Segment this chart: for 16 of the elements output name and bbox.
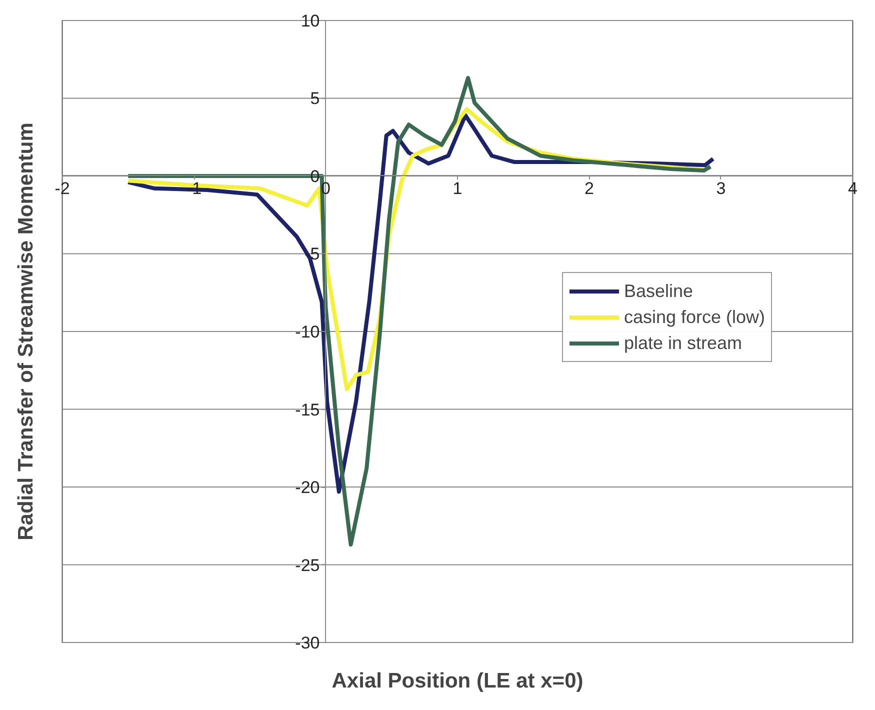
x-axis-title: Axial Position (LE at x=0) <box>332 670 584 692</box>
y-tick-label: -30 <box>295 634 320 653</box>
y-tick-label: -25 <box>295 556 320 575</box>
legend-label: casing force (low) <box>624 306 766 329</box>
x-tick-label: 1 <box>452 178 462 198</box>
y-tick-label: -15 <box>295 400 320 420</box>
y-tick-label: -10 <box>295 322 320 342</box>
y-tick-label: 5 <box>310 89 320 108</box>
x-tick-label: 2 <box>584 178 594 198</box>
y-tick-label: 10 <box>300 11 320 30</box>
legend-label: plate in stream <box>624 332 742 355</box>
y-axis-title: Radial Transfer of Streamwise Momentum <box>14 122 38 540</box>
y-tick-label: -20 <box>295 478 320 498</box>
x-tick-label: -1 <box>186 178 202 198</box>
legend-label: Baseline <box>624 280 694 302</box>
x-tick-label: 3 <box>716 178 726 198</box>
